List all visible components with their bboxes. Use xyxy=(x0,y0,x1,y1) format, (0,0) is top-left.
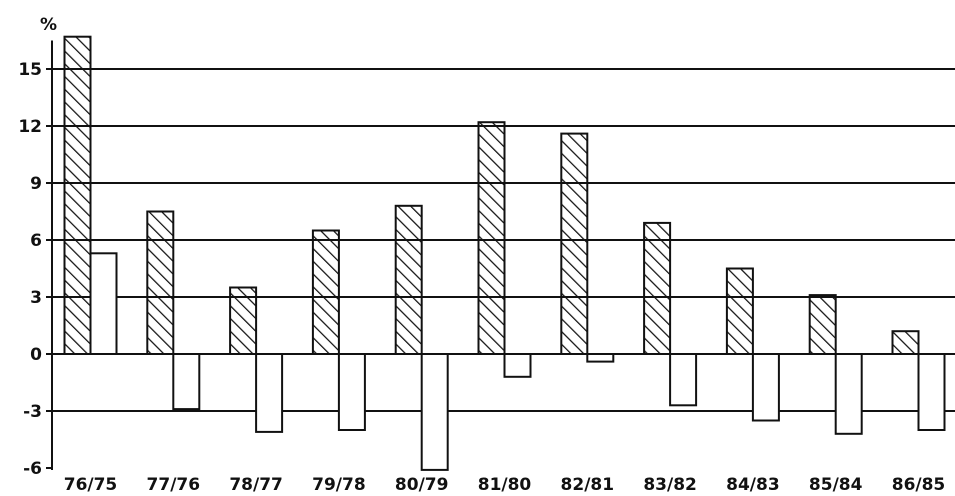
bar-hatched xyxy=(560,132,589,355)
y-tick-label: 3 xyxy=(30,288,42,308)
y-tick-label: -3 xyxy=(23,402,42,422)
x-tick-label: 76/75 xyxy=(64,475,118,495)
x-axis-ticks: 76/75 77/76 78/77 79/78 80/79 81/80 82/81 83/82… xyxy=(64,475,946,495)
x-tick-label: 84/83 xyxy=(726,475,780,495)
bar-plain xyxy=(420,353,449,471)
x-tick-label: 83/82 xyxy=(643,475,697,495)
bar-hatched xyxy=(808,294,837,356)
x-tick-label: 82/81 xyxy=(561,475,615,495)
bar-hatched xyxy=(311,229,340,355)
bar-plain xyxy=(255,353,284,433)
bar-plain xyxy=(337,353,366,431)
bar-plain xyxy=(89,252,118,355)
bar-hatched xyxy=(477,121,506,355)
bar-plain xyxy=(503,353,532,378)
bar-plain xyxy=(669,353,698,407)
y-tick-label: 15 xyxy=(18,60,42,80)
bar-hatched xyxy=(891,330,920,356)
bar-hatched xyxy=(146,210,175,355)
x-tick-label: 78/77 xyxy=(229,475,283,495)
bar-hatched xyxy=(643,221,672,355)
x-tick-label: 85/84 xyxy=(809,475,863,495)
y-tick-label: 6 xyxy=(30,231,42,251)
bar-plain xyxy=(586,353,615,363)
y-tick-label: 12 xyxy=(18,117,42,137)
x-tick-label: 77/76 xyxy=(147,475,201,495)
x-tick-label: 86/85 xyxy=(892,475,946,495)
y-tick-label: 9 xyxy=(30,174,42,194)
bars xyxy=(52,35,955,471)
bar-hatched xyxy=(63,35,92,355)
y-tick-label: -6 xyxy=(23,459,42,479)
x-tick-label: 81/80 xyxy=(478,475,532,495)
y-tick-label: 0 xyxy=(30,345,42,365)
x-tick-label: 80/79 xyxy=(395,475,449,495)
bar-plain xyxy=(834,353,863,435)
bar-hatched xyxy=(394,204,423,355)
y-axis-unit-label: % xyxy=(40,15,57,35)
bar-plain xyxy=(917,353,946,431)
bar-plain xyxy=(172,353,201,411)
bar-hatched xyxy=(725,267,754,355)
bar-hatched xyxy=(229,286,258,355)
bar-plain xyxy=(751,353,780,422)
y-axis-ticks: 15 12 9 6 3 0 -3 -6 xyxy=(18,60,52,479)
x-tick-label: 79/78 xyxy=(312,475,366,495)
